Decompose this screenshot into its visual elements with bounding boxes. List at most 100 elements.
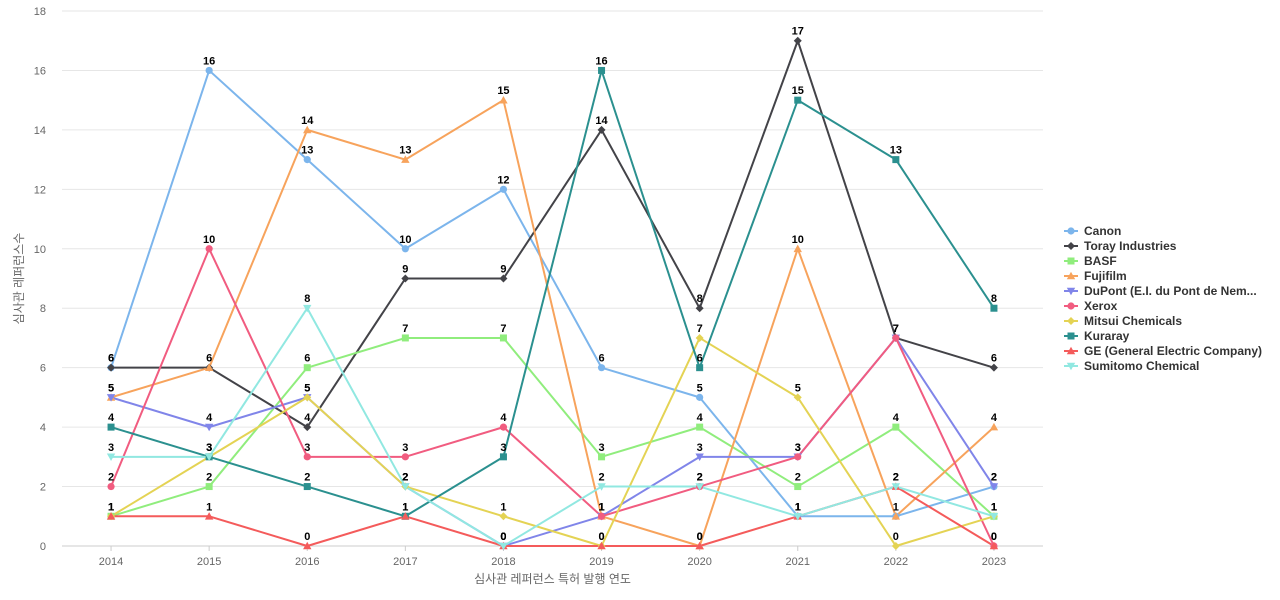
y-axis: 0 2 4 6 8 10 12 14 16 18 xyxy=(34,6,46,553)
data-label-mitsui-chemicals: 1 xyxy=(500,501,506,513)
legend-item-kuraray[interactable]: Kuraray xyxy=(1064,329,1130,343)
data-point-xerox xyxy=(499,423,508,431)
y-tick-label: 12 xyxy=(34,184,46,196)
data-point-ge-general-electric-company xyxy=(989,541,999,550)
legend-item-ge-general-electric-company[interactable]: GE (General Electric Company) xyxy=(1064,344,1262,358)
data-point-kuraray xyxy=(892,156,900,164)
data-label-basf: 6 xyxy=(304,353,310,365)
x-tick-label: 2015 xyxy=(197,556,221,568)
legend-marker xyxy=(1067,332,1075,340)
data-label-kuraray: 6 xyxy=(697,353,703,365)
data-label-ge-general-electric-company: 0 xyxy=(304,531,310,543)
data-label-canon: 5 xyxy=(697,382,703,394)
data-label-toray-industries: 9 xyxy=(402,264,408,276)
data-label-xerox: 3 xyxy=(304,442,310,454)
legend-item-dupont-e-i-du-pont-de-nem[interactable]: DuPont (E.I. du Pont de Nem... xyxy=(1064,284,1257,298)
legend-item-toray-industries[interactable]: Toray Industries xyxy=(1064,239,1177,253)
data-label-ge-general-electric-company: 0 xyxy=(991,531,997,543)
data-point-fujifilm xyxy=(204,363,214,371)
data-label-ge-general-electric-company: 1 xyxy=(795,501,801,513)
legend-item-mitsui-chemicals[interactable]: Mitsui Chemicals xyxy=(1064,314,1182,328)
y-tick-label: 0 xyxy=(40,541,46,553)
y-tick-label: 4 xyxy=(40,422,46,434)
data-label-sumitomo-chemical: 2 xyxy=(893,472,899,484)
y-tick-label: 10 xyxy=(34,244,46,256)
data-label-toray-industries: 9 xyxy=(500,264,506,276)
legend-item-fujifilm[interactable]: Fujifilm xyxy=(1064,269,1127,283)
data-point-xerox xyxy=(107,482,115,491)
legend-item-xerox[interactable]: Xerox xyxy=(1064,299,1118,313)
x-tick-label: 2023 xyxy=(982,556,1006,568)
data-label-kuraray: 4 xyxy=(108,412,115,424)
data-label-mitsui-chemicals: 5 xyxy=(795,382,801,394)
data-point-mitsui-chemicals xyxy=(891,542,900,550)
legend-item-canon[interactable]: Canon xyxy=(1064,224,1121,238)
data-point-kuraray xyxy=(990,304,998,312)
data-point-dupont-e-i-du-pont-de-nem xyxy=(106,394,116,402)
data-point-xerox xyxy=(794,453,802,461)
y-tick-label: 6 xyxy=(40,363,46,375)
series-line-canon xyxy=(110,69,995,518)
data-label-ge-general-electric-company: 1 xyxy=(402,501,408,513)
legend-marker xyxy=(1066,362,1076,371)
legend-marker xyxy=(1067,242,1075,250)
data-point-basf xyxy=(401,334,409,342)
data-label-kuraray: 8 xyxy=(991,293,997,305)
data-point-kuraray xyxy=(499,453,507,461)
data-label-mitsui-chemicals: 0 xyxy=(893,531,899,543)
legend-marker xyxy=(1066,287,1076,296)
data-point-basf xyxy=(794,483,802,491)
data-label-fujifilm: 0 xyxy=(697,531,703,543)
data-point-ge-general-electric-company xyxy=(597,541,606,550)
data-label-ge-general-electric-company: 0 xyxy=(697,531,703,543)
data-point-fujifilm xyxy=(793,244,802,253)
x-tick-label: 2014 xyxy=(99,556,123,568)
data-label-dupont-e-i-du-pont-de-nem: 2 xyxy=(402,472,408,484)
legend-label: Fujifilm xyxy=(1084,269,1127,283)
data-point-xerox xyxy=(597,512,606,520)
data-point-canon xyxy=(401,245,409,253)
y-tick-label: 8 xyxy=(40,303,46,315)
data-point-sumitomo-chemical xyxy=(499,542,508,551)
data-label-basf: 3 xyxy=(598,442,604,454)
data-label-dupont-e-i-du-pont-de-nem: 4 xyxy=(206,412,213,424)
legend-label: BASF xyxy=(1084,254,1117,268)
data-label-basf: 2 xyxy=(795,472,801,484)
data-point-fujifilm xyxy=(401,155,410,163)
data-label-canon: 1 xyxy=(795,501,801,513)
x-tick-label: 2019 xyxy=(589,556,613,568)
data-label-fujifilm: 1 xyxy=(893,501,899,513)
data-point-canon xyxy=(499,185,508,193)
data-label-kuraray: 16 xyxy=(595,55,607,67)
data-label-toray-industries: 17 xyxy=(792,26,804,38)
data-point-dupont-e-i-du-pont-de-nem xyxy=(204,423,214,432)
legend-marker xyxy=(1067,317,1075,325)
data-point-sumitomo-chemical xyxy=(204,453,214,462)
data-label-sumitomo-chemical: 2 xyxy=(697,472,703,484)
data-point-basf xyxy=(303,364,311,372)
data-point-toray-industries xyxy=(107,363,116,372)
data-label-fujifilm: 4 xyxy=(991,412,998,424)
data-label-basf: 7 xyxy=(402,323,408,335)
data-label-canon: 13 xyxy=(301,145,313,157)
legend-item-basf[interactable]: BASF xyxy=(1064,254,1117,268)
legend-marker xyxy=(1067,302,1075,310)
data-label-canon: 10 xyxy=(399,234,411,246)
legend-marker xyxy=(1067,257,1075,265)
data-label-fujifilm: 1 xyxy=(598,501,604,513)
x-tick-label: 2020 xyxy=(687,556,711,568)
legend-label: Sumitomo Chemical xyxy=(1084,359,1199,373)
data-point-basf xyxy=(499,334,507,342)
data-label-basf: 1 xyxy=(991,501,997,513)
data-point-toray-industries xyxy=(597,125,606,134)
data-label-mitsui-chemicals: 0 xyxy=(598,531,604,543)
legend-item-sumitomo-chemical[interactable]: Sumitomo Chemical xyxy=(1064,359,1199,373)
data-label-toray-industries: 6 xyxy=(206,353,212,365)
data-label-toray-industries: 6 xyxy=(991,353,997,365)
legend-label: GE (General Electric Company) xyxy=(1084,344,1262,358)
data-point-sumitomo-chemical xyxy=(597,483,606,491)
data-label-xerox: 3 xyxy=(402,442,408,454)
data-point-xerox xyxy=(205,245,213,253)
data-point-toray-industries xyxy=(695,304,704,313)
